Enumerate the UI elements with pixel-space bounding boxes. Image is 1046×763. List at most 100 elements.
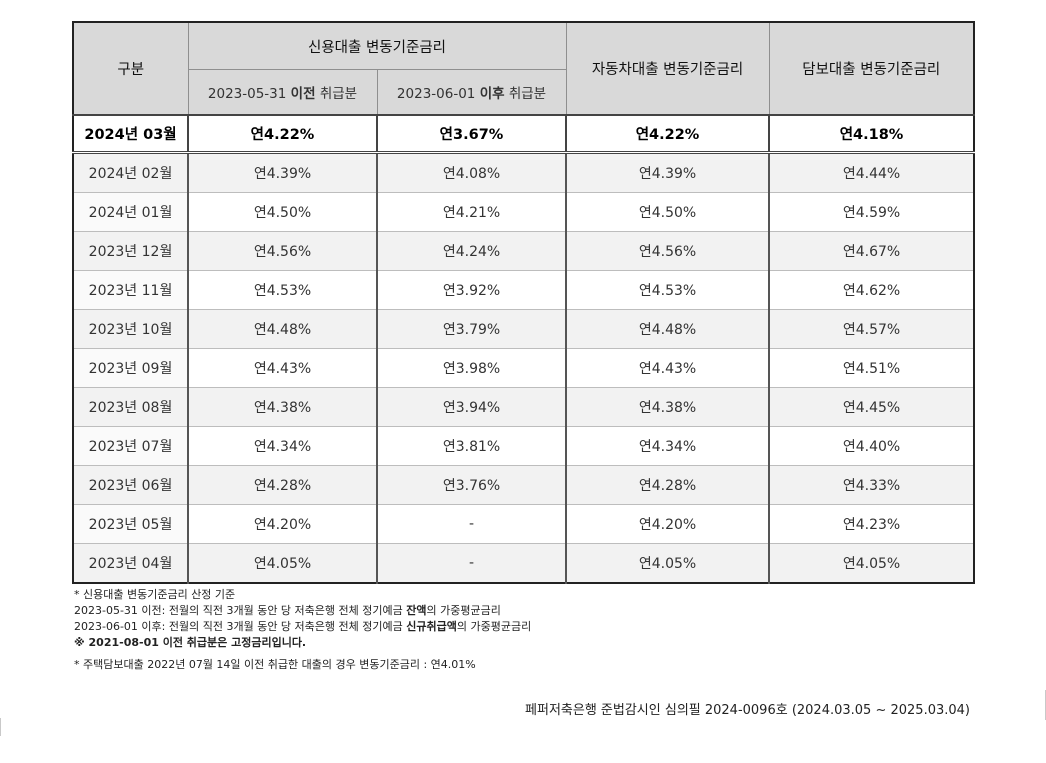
row-secured-rate: 연4.51% bbox=[768, 348, 975, 388]
row-credit-before-rate: 연4.48% bbox=[187, 309, 378, 349]
row-month: 2024년 02월 bbox=[72, 152, 189, 193]
table-row: 2024년 01월 연4.50% 연4.21% 연4.50% 연4.59% bbox=[72, 192, 975, 232]
header-credit-after-date: 2023-06-01 bbox=[396, 86, 476, 102]
row-credit-before-rate: 연4.53% bbox=[187, 270, 378, 310]
table-row: 2023년 10월 연4.48% 연3.79% 연4.48% 연4.57% bbox=[72, 309, 975, 349]
table-row: 2024년 02월 연4.39% 연4.08% 연4.39% 연4.44% bbox=[72, 152, 975, 193]
row-secured-rate: 연4.59% bbox=[768, 192, 975, 232]
row-credit-after-rate: 연3.94% bbox=[375, 387, 567, 427]
row-credit-after-rate: - bbox=[375, 543, 567, 584]
row-secured-rate: 연4.23% bbox=[768, 504, 975, 544]
header-secured-loan: 담보대출 변동기준금리 bbox=[768, 21, 975, 116]
footnotes: * 신용대출 변동기준금리 산정 기준 2023-05-31 이전: 전월의 직… bbox=[74, 587, 531, 673]
row-auto-rate: 연4.53% bbox=[565, 270, 770, 310]
row-month: 2023년 12월 bbox=[72, 231, 189, 271]
row-credit-after-rate: 연3.81% bbox=[375, 426, 567, 466]
row-credit-before-rate: 연4.56% bbox=[187, 231, 378, 271]
table-row: 2023년 11월 연4.53% 연3.92% 연4.53% 연4.62% bbox=[72, 270, 975, 310]
row-month: 2023년 07월 bbox=[72, 426, 189, 466]
row-secured-rate: 연4.57% bbox=[768, 309, 975, 349]
row-credit-after-rate: - bbox=[375, 504, 567, 544]
row-month: 2023년 04월 bbox=[72, 543, 189, 584]
current-auto-rate: 연4.22% bbox=[565, 114, 770, 154]
row-secured-rate: 연4.05% bbox=[768, 543, 975, 584]
current-month: 2024년 03월 bbox=[72, 114, 189, 154]
table-body: 2024년 03월 연4.22% 연3.67% 연4.22% 연4.18% 20… bbox=[72, 114, 975, 584]
row-month: 2023년 08월 bbox=[72, 387, 189, 427]
row-month: 2023년 09월 bbox=[72, 348, 189, 388]
row-credit-after-rate: 연4.24% bbox=[375, 231, 567, 271]
current-credit-after-rate: 연3.67% bbox=[375, 114, 567, 154]
header-credit-before-suffix: 취급분 bbox=[319, 86, 358, 102]
row-auto-rate: 연4.48% bbox=[565, 309, 770, 349]
header-credit-after: 2023-06-01 이후 취급분 bbox=[376, 69, 567, 116]
row-secured-rate: 연4.44% bbox=[768, 152, 975, 193]
note-after-suffix: 의 가중평균금리 bbox=[456, 620, 532, 633]
row-credit-after-rate: 연4.08% bbox=[375, 152, 567, 193]
row-auto-rate: 연4.38% bbox=[565, 387, 770, 427]
rate-table-container: 구분 신용대출 변동기준금리 자동차대출 변동기준금리 담보대출 변동기준금리 … bbox=[72, 21, 976, 584]
row-auto-rate: 연4.34% bbox=[565, 426, 770, 466]
header-credit-before-word: 이전 bbox=[290, 86, 316, 102]
row-month: 2023년 06월 bbox=[72, 465, 189, 505]
table-row: 2023년 07월 연4.34% 연3.81% 연4.34% 연4.40% bbox=[72, 426, 975, 466]
note-before-suffix: 의 가중평균금리 bbox=[426, 604, 501, 617]
row-credit-after-rate: 연3.79% bbox=[375, 309, 567, 349]
note-before-basis: 2023-05-31 이전: 전월의 직전 3개월 동안 당 저축은행 전체 정… bbox=[74, 603, 531, 619]
row-credit-before-rate: 연4.50% bbox=[187, 192, 378, 232]
row-credit-after-rate: 연3.76% bbox=[375, 465, 567, 505]
left-edge-mark bbox=[0, 718, 1, 736]
compliance-footer: 페퍼저축은행 준법감시인 심의필 2024-0096호 (2024.03.05 … bbox=[525, 703, 970, 718]
row-credit-before-rate: 연4.43% bbox=[187, 348, 378, 388]
row-credit-before-rate: 연4.38% bbox=[187, 387, 378, 427]
row-auto-rate: 연4.43% bbox=[565, 348, 770, 388]
table-row: 2023년 06월 연4.28% 연3.76% 연4.28% 연4.33% bbox=[72, 465, 975, 505]
note-after-text: 2023-06-01 이후: 전월의 직전 3개월 동안 당 저축은행 전체 정… bbox=[74, 620, 407, 633]
row-auto-rate: 연4.50% bbox=[565, 192, 770, 232]
header-credit-loan: 신용대출 변동기준금리 bbox=[187, 21, 567, 70]
row-secured-rate: 연4.45% bbox=[768, 387, 975, 427]
variable-rate-table: 구분 신용대출 변동기준금리 자동차대출 변동기준금리 담보대출 변동기준금리 … bbox=[72, 21, 976, 584]
table-row: 2023년 08월 연4.38% 연3.94% 연4.38% 연4.45% bbox=[72, 387, 975, 427]
current-month-row: 2024년 03월 연4.22% 연3.67% 연4.22% 연4.18% bbox=[72, 114, 975, 154]
table-header: 구분 신용대출 변동기준금리 자동차대출 변동기준금리 담보대출 변동기준금리 … bbox=[72, 21, 975, 116]
row-credit-before-rate: 연4.39% bbox=[187, 152, 378, 193]
row-credit-before-rate: 연4.28% bbox=[187, 465, 378, 505]
header-auto-loan: 자동차대출 변동기준금리 bbox=[565, 21, 770, 116]
note-after-basis: 2023-06-01 이후: 전월의 직전 3개월 동안 당 저축은행 전체 정… bbox=[74, 619, 531, 635]
note-fixed-rate: ※ 2021-08-01 이전 취급분은 고정금리입니다. bbox=[74, 636, 307, 649]
row-auto-rate: 연4.39% bbox=[565, 152, 770, 193]
row-credit-after-rate: 연3.92% bbox=[375, 270, 567, 310]
table-row: 2023년 04월 연4.05% - 연4.05% 연4.05% bbox=[72, 543, 975, 584]
table-row: 2023년 05월 연4.20% - 연4.20% 연4.23% bbox=[72, 504, 975, 544]
header-credit-before: 2023-05-31 이전 취급분 bbox=[187, 69, 378, 116]
note-mortgage: * 주택담보대출 2022년 07월 14일 이전 취급한 대출의 경우 변동기… bbox=[74, 658, 476, 671]
row-credit-before-rate: 연4.34% bbox=[187, 426, 378, 466]
note-before-text: 2023-05-31 이전: 전월의 직전 3개월 동안 당 저축은행 전체 정… bbox=[74, 604, 407, 617]
row-secured-rate: 연4.62% bbox=[768, 270, 975, 310]
row-month: 2023년 11월 bbox=[72, 270, 189, 310]
row-credit-after-rate: 연4.21% bbox=[375, 192, 567, 232]
note-basis-title: * 신용대출 변동기준금리 산정 기준 bbox=[74, 588, 236, 601]
note-after-bold: 신규취급액 bbox=[406, 620, 457, 633]
table-row: 2023년 12월 연4.56% 연4.24% 연4.56% 연4.67% bbox=[72, 231, 975, 271]
header-credit-after-suffix: 취급분 bbox=[508, 86, 547, 102]
row-month: 2024년 01월 bbox=[72, 192, 189, 232]
row-auto-rate: 연4.56% bbox=[565, 231, 770, 271]
row-auto-rate: 연4.28% bbox=[565, 465, 770, 505]
current-secured-rate: 연4.18% bbox=[768, 114, 975, 154]
row-credit-after-rate: 연3.98% bbox=[375, 348, 567, 388]
row-month: 2023년 05월 bbox=[72, 504, 189, 544]
note-before-bold: 잔액 bbox=[406, 604, 427, 617]
header-credit-after-word: 이후 bbox=[479, 86, 505, 102]
row-secured-rate: 연4.67% bbox=[768, 231, 975, 271]
header-category: 구분 bbox=[72, 21, 189, 116]
header-credit-before-date: 2023-05-31 bbox=[207, 86, 287, 102]
row-auto-rate: 연4.20% bbox=[565, 504, 770, 544]
row-secured-rate: 연4.33% bbox=[768, 465, 975, 505]
row-credit-before-rate: 연4.05% bbox=[187, 543, 378, 584]
row-credit-before-rate: 연4.20% bbox=[187, 504, 378, 544]
row-month: 2023년 10월 bbox=[72, 309, 189, 349]
table-row: 2023년 09월 연4.43% 연3.98% 연4.43% 연4.51% bbox=[72, 348, 975, 388]
row-secured-rate: 연4.40% bbox=[768, 426, 975, 466]
